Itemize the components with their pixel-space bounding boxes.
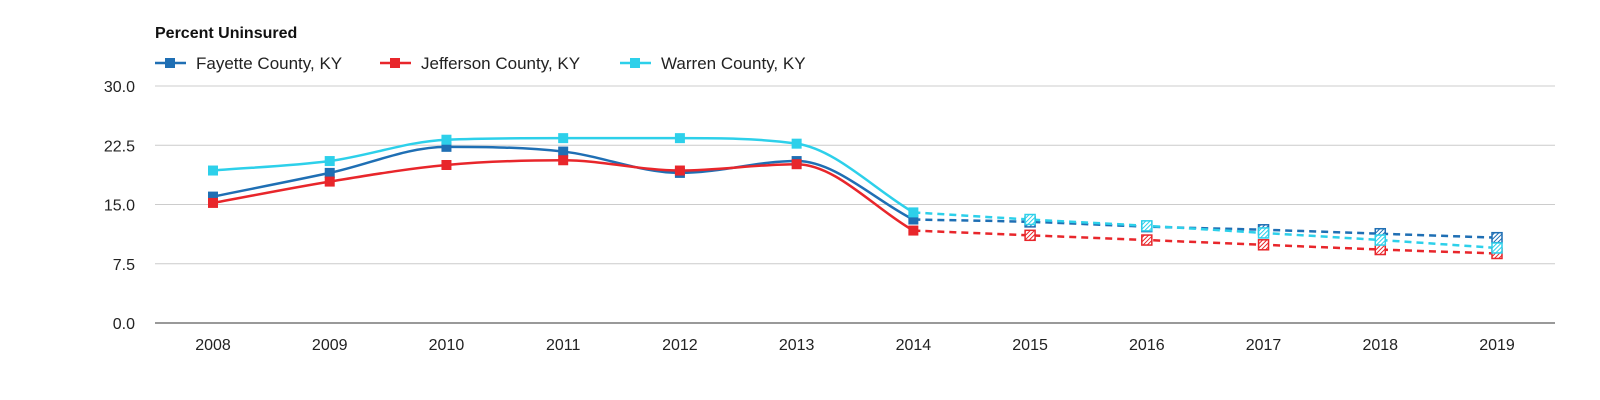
- x-tick-label: 2018: [1362, 337, 1398, 354]
- legend-marker-jefferson: [390, 58, 400, 68]
- x-tick-label: 2019: [1479, 337, 1515, 354]
- data-point-fayette-2014[interactable]: [908, 214, 919, 225]
- data-point-warren-2016[interactable]: [1141, 220, 1153, 232]
- grid: 0.0 7.5 15.0 22.5 30.0: [104, 79, 1555, 333]
- x-tick-label: 2015: [1012, 337, 1048, 354]
- data-point-jefferson-2012[interactable]: [674, 165, 685, 176]
- data-point-jefferson-2018[interactable]: [1374, 243, 1387, 256]
- data-point-warren-2011[interactable]: [558, 133, 569, 144]
- x-tick-label: 2014: [896, 337, 932, 354]
- x-tick-label: 2012: [662, 337, 698, 354]
- data-point-warren-2018[interactable]: [1374, 234, 1387, 246]
- data-point-jefferson-2014[interactable]: [908, 225, 919, 236]
- data-point-fayette-2008[interactable]: [208, 191, 218, 202]
- x-tick-label: 2017: [1246, 337, 1282, 354]
- data-point-fayette-2010[interactable]: [441, 141, 452, 152]
- y-tick-label: 0.0: [113, 316, 135, 333]
- data-point-jefferson-2011[interactable]: [558, 155, 569, 166]
- legend-marker-warren: [630, 58, 640, 68]
- x-tick-label: 2010: [429, 337, 465, 354]
- data-point-warren-2010[interactable]: [441, 134, 452, 145]
- data-point-fayette-2011[interactable]: [558, 146, 569, 157]
- data-point-jefferson-2016[interactable]: [1141, 234, 1153, 246]
- x-tick-label: 2013: [779, 337, 815, 354]
- data-point-fayette-2009[interactable]: [324, 167, 335, 178]
- y-tick-label: 22.5: [104, 138, 135, 155]
- data-point-jefferson-2015[interactable]: [1024, 229, 1036, 242]
- data-point-jefferson-2017[interactable]: [1257, 239, 1270, 251]
- legend-label-jefferson: Jefferson County, KY: [421, 54, 580, 73]
- x-tick-label: 2008: [195, 337, 231, 354]
- data-point-warren-2008[interactable]: [208, 165, 218, 176]
- data-point-warren-2013[interactable]: [791, 138, 802, 149]
- data-point-jefferson-2010[interactable]: [441, 160, 452, 170]
- legend-label-fayette: Fayette County, KY: [196, 54, 342, 73]
- series-projection-line-jefferson: [913, 229, 1498, 255]
- data-point-warren-2015[interactable]: [1024, 213, 1036, 226]
- data-point-warren-2014[interactable]: [908, 207, 919, 218]
- series-projection-line-warren: [913, 211, 1498, 250]
- data-point-warren-2017[interactable]: [1257, 227, 1270, 239]
- chart-title: Percent Uninsured: [155, 25, 297, 42]
- data-point-jefferson-2013[interactable]: [791, 159, 802, 170]
- series-line-jefferson: [212, 159, 914, 232]
- data-point-jefferson-2009[interactable]: [324, 176, 335, 187]
- data-point-fayette-2019[interactable]: [1491, 231, 1503, 244]
- axes: 2008 2009 2010 2011 2012 2013 2014 2015 2016 2017…: [155, 322, 1555, 354]
- y-tick-label: 30.0: [104, 79, 135, 96]
- legend-item-fayette[interactable]: Fayette County, KY: [155, 54, 342, 73]
- y-tick-label: 15.0: [104, 198, 135, 215]
- x-tick-label: 2016: [1129, 337, 1165, 354]
- legend-item-warren[interactable]: Warren County, KY: [620, 54, 806, 73]
- data-point-warren-2019[interactable]: [1491, 242, 1503, 254]
- data-point-jefferson-2008[interactable]: [208, 197, 218, 208]
- x-tick-label: 2011: [546, 337, 581, 354]
- data-point-warren-2009[interactable]: [324, 156, 335, 167]
- x-tick-label: 2009: [312, 337, 348, 354]
- legend: Fayette County, KY Jefferson County, KY …: [155, 54, 806, 73]
- series: [208, 133, 1503, 260]
- legend-item-jefferson[interactable]: Jefferson County, KY: [380, 54, 580, 73]
- data-point-warren-2012[interactable]: [674, 133, 685, 144]
- legend-label-warren: Warren County, KY: [661, 54, 806, 73]
- y-tick-label: 7.5: [113, 257, 135, 274]
- legend-marker-fayette: [165, 58, 175, 68]
